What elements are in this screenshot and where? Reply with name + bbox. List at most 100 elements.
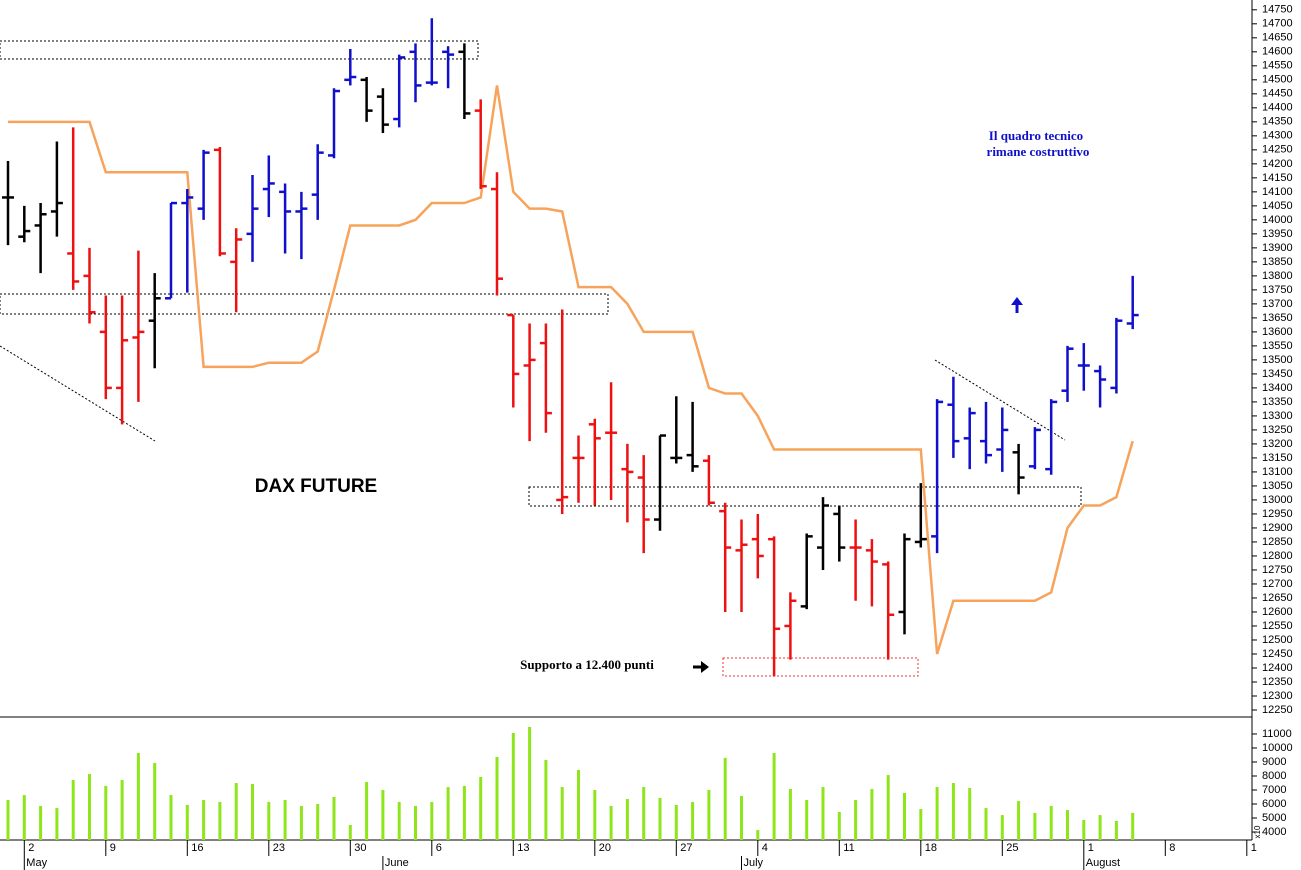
volume-bar	[951, 782, 955, 840]
volume-bar	[886, 775, 890, 840]
trendline	[934, 359, 1066, 441]
y-tick-label: 11000	[1262, 728, 1292, 740]
x-tick-label: 13	[517, 842, 529, 854]
y-tick-label: 14750	[1262, 4, 1293, 16]
volume-bar	[234, 782, 238, 840]
volume-bar	[71, 780, 75, 840]
month-label: July	[744, 857, 764, 869]
y-tick-label: 8000	[1262, 770, 1286, 782]
y-tick-label: 12900	[1262, 522, 1293, 534]
volume-bar	[479, 776, 483, 840]
volume-bar	[316, 804, 320, 840]
x-tick-label: 25	[1006, 842, 1018, 854]
arrow-head	[1011, 297, 1023, 305]
y-tick-label: 12400	[1262, 662, 1293, 674]
volume-bar	[153, 762, 157, 840]
volume-bar	[332, 796, 336, 840]
y-tick-label: 12800	[1262, 550, 1293, 562]
y-tick-label: 12450	[1262, 648, 1293, 660]
volume-bar	[1066, 810, 1069, 840]
volume-bar	[1033, 812, 1037, 840]
x-tick-label: 1	[1088, 842, 1094, 854]
volume-bar	[723, 757, 727, 840]
y-tick-label: 13300	[1262, 410, 1293, 422]
volume-bar	[430, 802, 434, 840]
volume-bar	[1082, 819, 1086, 840]
volume-bar	[968, 788, 972, 840]
volume-bar	[1098, 815, 1102, 840]
y-tick-label: 12950	[1262, 508, 1293, 520]
y-tick-label: 13200	[1262, 438, 1293, 450]
volume-bar	[805, 799, 809, 840]
y-tick-label: 13250	[1262, 424, 1293, 436]
volume-bar	[6, 799, 10, 840]
annotation: rimane costruttivo	[987, 144, 1090, 159]
volume-bar	[169, 795, 173, 840]
y-tick-label: 13750	[1262, 284, 1293, 296]
y-tick-label: 14150	[1262, 172, 1293, 184]
y-tick-label: 14500	[1262, 74, 1293, 86]
y-tick-label: 13700	[1262, 298, 1293, 310]
volume-bar	[55, 808, 59, 840]
y-tick-label: 5000	[1262, 812, 1286, 824]
volume-bar	[283, 799, 287, 840]
zones	[0, 40, 1082, 677]
y-tick-label: 12300	[1262, 690, 1293, 702]
y-tick-label: 14600	[1262, 46, 1293, 58]
y-tick-label: 13800	[1262, 270, 1293, 282]
y-tick-label: 14450	[1262, 88, 1293, 100]
y-tick-label: 10000	[1262, 742, 1293, 754]
volume-bar	[120, 780, 124, 840]
y-tick-label: 12700	[1262, 578, 1293, 590]
volume-bar	[104, 785, 108, 840]
y-tick-label: 13350	[1262, 396, 1293, 408]
volume-bar	[495, 756, 499, 840]
volume-bar	[756, 830, 760, 840]
volume-bar	[642, 787, 646, 840]
month-label: June	[385, 857, 409, 869]
x-tick-label: 9	[110, 842, 116, 854]
y-tick-label: 13850	[1262, 256, 1293, 268]
volume-bar	[691, 802, 695, 840]
plot: 1225012300123501240012450125001255012600…	[2, 4, 1293, 870]
volume-bar	[903, 792, 906, 840]
volume-bar	[1049, 805, 1053, 840]
month-label: May	[26, 857, 47, 869]
y-axis-unit: x10	[1253, 825, 1262, 838]
volume-bar	[381, 789, 385, 840]
x-tick-label: 6	[436, 842, 442, 854]
x-tick-label: 18	[925, 842, 937, 854]
y-tick-label: 13150	[1262, 452, 1293, 464]
volume-bar	[984, 808, 988, 840]
x-tick-label: 27	[680, 842, 692, 854]
arrows	[693, 297, 1023, 673]
y-tick-label: 12350	[1262, 676, 1293, 688]
y-tick-label: 14300	[1262, 130, 1293, 142]
y-tick-label: 12750	[1262, 564, 1293, 576]
y-tick-label: 12650	[1262, 592, 1293, 604]
x-tick-label: 1	[1251, 842, 1257, 854]
y-tick-label: 6000	[1262, 798, 1286, 810]
y-tick-label: 13600	[1262, 326, 1293, 338]
volume-bar	[22, 795, 26, 840]
y-tick-label: 14200	[1262, 158, 1293, 170]
volume-bar	[1131, 812, 1135, 840]
x-tick-label: 11	[843, 842, 854, 854]
x-tick-label: 8	[1169, 842, 1175, 854]
y-tick-label: 14100	[1262, 186, 1293, 198]
volume-bar	[772, 753, 776, 840]
volume-bar	[88, 774, 91, 840]
y-tick-label: 12600	[1262, 606, 1293, 618]
month-label: August	[1086, 857, 1120, 869]
y-tick-label: 7000	[1262, 784, 1286, 796]
x-tick-label: 20	[599, 842, 611, 854]
volume-bar	[577, 769, 580, 840]
volume-bar	[658, 797, 662, 840]
chart-title: DAX FUTURE	[255, 476, 377, 497]
y-tick-label: 13650	[1262, 312, 1293, 324]
y-tick-label: 9000	[1262, 756, 1286, 768]
volume-bar	[544, 760, 548, 840]
y-tick-label: 13950	[1262, 228, 1293, 240]
